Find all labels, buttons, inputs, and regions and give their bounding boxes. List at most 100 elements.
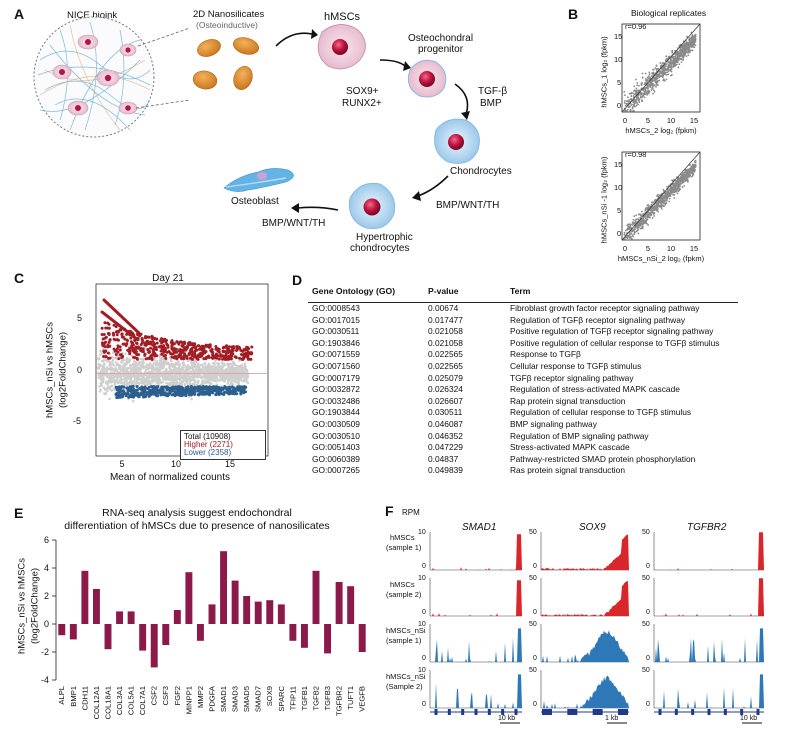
nanosilicates-label: 2D Nanosilicates — [193, 9, 265, 20]
scatter-point — [671, 49, 674, 52]
ma-point-grey — [100, 368, 104, 372]
ma-point-red — [112, 347, 116, 351]
scatter-point — [663, 194, 666, 197]
e-ytick-label: 4 — [44, 563, 49, 573]
ma-point-red — [238, 356, 242, 360]
scatter-point — [640, 95, 642, 98]
scatter-point — [673, 193, 676, 196]
ma-point-red — [100, 341, 104, 345]
hypertrophic-label-1: Hypertrophic — [356, 232, 413, 243]
gene-exon — [434, 709, 438, 715]
scatter-point — [653, 212, 656, 214]
ma-point-red — [166, 343, 170, 347]
scatter-point — [631, 223, 633, 226]
ma-point-grey — [123, 367, 127, 370]
ma-point-red — [104, 340, 108, 344]
scatter-point — [655, 68, 658, 70]
ma-point-grey — [179, 368, 182, 372]
ma-point-red — [221, 357, 225, 361]
gene-exon — [691, 709, 695, 715]
scatter-point — [635, 87, 638, 90]
scatter-point — [646, 216, 648, 219]
scatter-point — [665, 55, 668, 58]
f-row3-label-2: (sample 1) — [386, 636, 422, 645]
scatter-point — [693, 164, 695, 167]
ma-point-red — [117, 357, 121, 361]
ma-point-red — [123, 337, 127, 341]
ma-point-red — [126, 348, 130, 352]
c-ylabel-2: (log2FoldChange) — [57, 331, 69, 409]
scatter-point — [662, 199, 665, 202]
ma-point-grey — [152, 362, 156, 366]
scatter-point — [642, 217, 645, 220]
bmpwnt-right-label: BMP/WNT/TH — [436, 200, 500, 211]
scatter-point — [637, 213, 640, 216]
pvalue-cell: 0.025079 — [428, 372, 463, 383]
ma-point-blue — [159, 393, 163, 397]
scatter-point — [626, 108, 629, 111]
scatter-point — [688, 42, 691, 44]
ma-point-red — [149, 340, 153, 344]
ma-point-red — [158, 339, 162, 343]
ma-point-red — [230, 348, 234, 352]
go-table-row: GO:0007179 0.025079 TGFβ receptor signalin… — [308, 373, 738, 385]
ma-point-red — [125, 339, 129, 343]
scatter-point — [630, 98, 633, 100]
term-cell: Response to TGFβ — [510, 349, 581, 360]
scatter-point — [645, 79, 647, 82]
scatter-point — [683, 51, 686, 54]
ma-point-grey — [161, 366, 165, 370]
scale-bar-label: 1 kb — [605, 715, 619, 722]
ma-point-red — [143, 343, 147, 347]
ma-point-red — [130, 342, 134, 346]
ma-point-red — [235, 348, 239, 352]
bar-fgf2 — [173, 610, 181, 624]
go-header-term: Term — [510, 280, 738, 303]
bar-tgfb1 — [300, 624, 308, 648]
scatter-point — [693, 160, 696, 163]
e-ytick-label: 0 — [44, 619, 49, 629]
scatter-point — [679, 47, 682, 50]
scatter-point — [691, 49, 694, 52]
scatter-point — [673, 186, 676, 189]
ma-point-grey — [121, 360, 124, 364]
ma-point-red — [223, 355, 227, 359]
nanosilicates-sublabel: (Osteoinductive) — [196, 20, 258, 30]
ma-point-grey — [129, 370, 132, 374]
bar-smad7 — [254, 601, 262, 624]
ma-point-grey — [243, 375, 247, 378]
ma-point-red — [219, 354, 223, 358]
ma-point-blue — [156, 390, 160, 394]
ma-point-grey — [226, 370, 229, 374]
ma-point-red — [171, 355, 175, 359]
ma-point-grey — [141, 373, 145, 377]
scatter2-ylabel: hMSCs_nSi -1 log₂ (fpkm) — [599, 156, 609, 244]
go-table-row: GO:1903844 0.030511 Regulation of cellular… — [308, 407, 738, 419]
scatter-point — [659, 62, 662, 64]
ma-point-grey — [123, 362, 127, 365]
ma-point-red — [118, 328, 122, 332]
ma-point-grey — [154, 364, 158, 367]
scatter-point — [633, 233, 636, 235]
scatter-point — [633, 228, 636, 231]
scatter-point — [628, 225, 631, 228]
scatter-plot-1 — [621, 23, 701, 113]
ma-point-grey — [190, 397, 193, 401]
ma-point-grey — [206, 364, 209, 368]
pvalue-cell: 0.046352 — [428, 430, 463, 441]
scatter-point — [667, 65, 670, 68]
scatter-point — [655, 78, 658, 81]
scatter-point — [680, 52, 683, 55]
scatter-point — [627, 96, 629, 99]
ma-point-grey — [229, 367, 232, 371]
scatter-point — [666, 71, 669, 73]
scatter-point — [643, 83, 646, 86]
scatter-point — [635, 104, 638, 107]
ma-point-grey — [237, 370, 241, 374]
ma-point-red — [221, 349, 225, 353]
scatter-point — [627, 235, 630, 238]
scatter-point — [641, 82, 644, 84]
ma-point-grey — [137, 373, 141, 376]
scatter-point — [679, 188, 681, 190]
scatter-point — [679, 50, 682, 53]
